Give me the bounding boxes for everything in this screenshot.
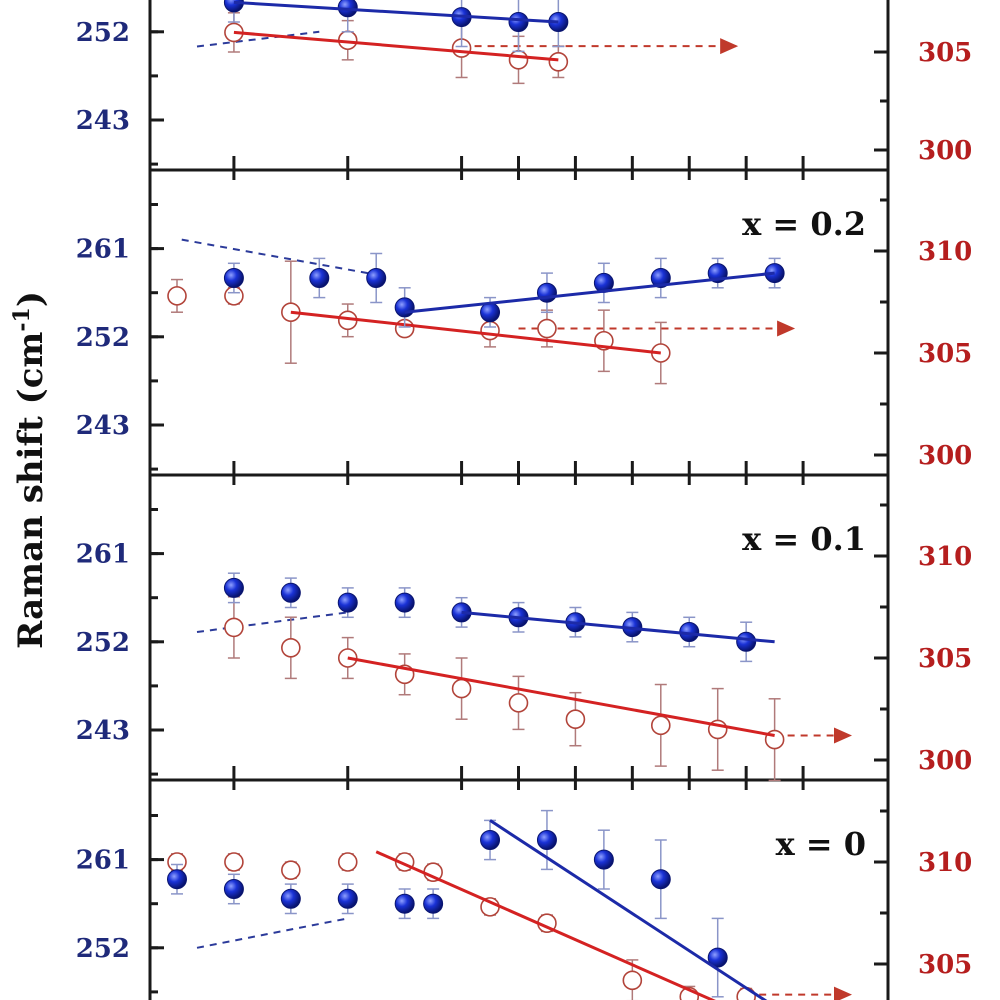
- filled-point: [508, 12, 529, 32]
- filled-trend-arrow: [176, 237, 368, 275]
- y-axis-label-text: Raman shift (cm: [11, 332, 51, 649]
- open-point: [337, 852, 358, 872]
- panel-label: x = 0.2: [742, 205, 866, 243]
- left-tick-label: 243: [76, 106, 130, 136]
- left-tick-label: 261: [76, 540, 130, 570]
- open-point: [167, 286, 187, 306]
- svg-text:Raman shift (cm-1): Raman shift (cm-1): [9, 291, 51, 649]
- filled-point: [707, 947, 728, 968]
- filled-point: [366, 268, 387, 288]
- filled-point: [280, 582, 301, 603]
- y-axis-label-suffix: ): [11, 291, 51, 307]
- filled-point: [394, 297, 415, 318]
- open-point: [508, 693, 529, 713]
- left-tick-label: 243: [76, 411, 130, 441]
- right-tick-label: 310: [918, 237, 972, 267]
- open-point: [281, 860, 301, 880]
- left-tick-label: 252: [76, 934, 130, 964]
- filled-point: [167, 869, 187, 890]
- filled-fit-line: [404, 271, 775, 314]
- open-fit-line: [375, 850, 716, 1000]
- filled-point: [480, 830, 501, 850]
- panel-label: x = 0.1: [742, 520, 866, 558]
- filled-trend-arrow: [196, 611, 348, 633]
- right-tick-label: 305: [918, 644, 972, 674]
- filled-point: [394, 592, 415, 613]
- panel-label: x = 0: [776, 825, 866, 863]
- y-axis-label: Raman shift (cm-1): [9, 291, 51, 649]
- filled-trend-arrow: [196, 917, 348, 949]
- filled-point: [337, 592, 358, 613]
- left-tick-label: 252: [76, 18, 130, 48]
- panel-0: 243 252 300 305: [76, 0, 972, 172]
- filled-point: [593, 849, 614, 870]
- open-point: [508, 50, 529, 70]
- panel-2: 243 252 261 300 305 310 x = 0.1: [76, 475, 972, 782]
- open-point: [622, 970, 643, 991]
- filled-point: [650, 268, 671, 288]
- filled-fit-line: [233, 0, 559, 24]
- open-fit-line: [233, 30, 559, 62]
- y-axis-label-superscript: -1: [9, 307, 35, 331]
- filled-point: [223, 268, 244, 288]
- open-point: [548, 51, 569, 72]
- filled-point: [394, 893, 415, 914]
- open-fit-line: [347, 656, 775, 737]
- right-tick-label: 310: [918, 848, 972, 878]
- right-tick-label: 305: [918, 38, 972, 68]
- filled-point: [480, 302, 501, 323]
- filled-point: [736, 631, 757, 652]
- open-point: [537, 318, 557, 339]
- open-point: [224, 617, 244, 638]
- filled-point: [423, 893, 444, 914]
- right-tick-label: 305: [918, 339, 972, 369]
- filled-fit-line: [489, 819, 768, 1000]
- left-tick-label: 252: [76, 628, 130, 658]
- filled-point: [223, 577, 244, 598]
- left-tick-label: 261: [76, 846, 130, 876]
- right-tick-label: 310: [918, 542, 972, 572]
- left-tick-label: 243: [76, 716, 130, 746]
- open-point: [451, 678, 472, 699]
- right-tick-label: 300: [918, 441, 972, 471]
- filled-point: [223, 879, 244, 899]
- right-tick-label: 300: [918, 746, 972, 776]
- filled-point: [650, 869, 671, 890]
- filled-fit-line: [461, 610, 775, 644]
- filled-point: [280, 888, 301, 909]
- left-tick-label: 261: [76, 235, 130, 265]
- left-tick-label: 252: [76, 323, 130, 353]
- open-fit-line: [290, 310, 661, 355]
- open-point: [224, 852, 244, 872]
- open-point: [650, 715, 671, 736]
- panel-1: 243 252 261 300 305 310 x = 0.2: [76, 170, 972, 477]
- filled-point: [536, 830, 557, 850]
- open-point: [565, 709, 586, 730]
- filled-point: [309, 268, 330, 288]
- filled-point: [337, 888, 358, 909]
- panel-3: 252 261 305 310 x = 0: [76, 780, 972, 1000]
- open-point: [281, 637, 301, 658]
- right-tick-label: 300: [918, 136, 972, 166]
- right-tick-label: 305: [918, 950, 972, 980]
